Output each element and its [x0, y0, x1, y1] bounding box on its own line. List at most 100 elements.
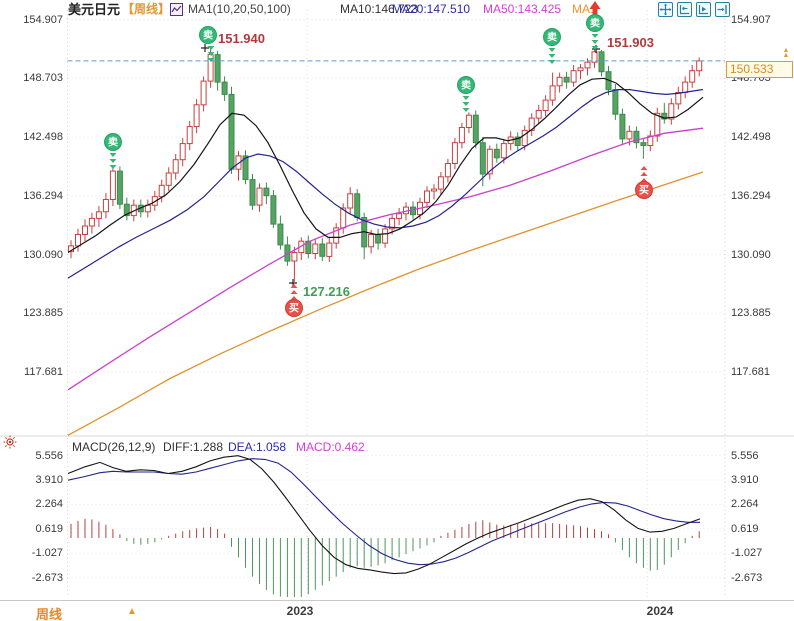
candle-body	[291, 252, 298, 262]
buy-arrow-icon	[290, 290, 298, 294]
sell-arrow-icon	[591, 34, 599, 38]
candle-body	[312, 243, 319, 254]
candle-body	[68, 245, 74, 253]
candle-body	[626, 130, 633, 140]
timeline-bar: 周线 ▲	[0, 600, 794, 621]
buy-arrow-icon	[640, 166, 648, 170]
candle-body	[458, 127, 465, 144]
buy-marker	[635, 181, 653, 199]
candle-body	[612, 89, 619, 115]
ma100-line	[67, 171, 704, 436]
candle-body	[375, 234, 382, 244]
axis-label: 130.090	[731, 248, 771, 261]
sell-arrow-icon	[548, 60, 556, 64]
candle-body	[451, 142, 458, 164]
period-up-arrow-icon[interactable]: ▲	[127, 606, 137, 617]
candle-body	[130, 204, 137, 217]
go-to-latest-icon[interactable]	[715, 2, 730, 17]
candle-body	[228, 93, 235, 170]
candle-body	[486, 148, 493, 175]
diff-line	[67, 455, 701, 575]
axis-play-icon[interactable]	[696, 2, 711, 17]
candle-body	[521, 129, 528, 147]
indicator-settings-icon[interactable]	[3, 435, 17, 449]
axis-range-icon[interactable]	[677, 2, 692, 17]
candle-body	[654, 112, 661, 137]
candle-body	[437, 176, 444, 190]
macd-formula: MACD(26,12,9)	[72, 440, 156, 454]
period-selector[interactable]: 周线	[36, 607, 63, 621]
candle-body	[633, 130, 640, 144]
pan-icon[interactable]	[658, 2, 673, 17]
candle-body	[88, 217, 95, 227]
candle-body	[242, 155, 249, 181]
candle-body	[382, 228, 389, 244]
period-tag: 【周线】	[122, 2, 171, 16]
macd-diff-value: DIFF:1.288	[163, 440, 224, 454]
sell-marker	[543, 28, 561, 46]
candle-body	[214, 54, 221, 83]
candle-body	[109, 170, 116, 201]
candle-body	[507, 136, 514, 145]
buy-arrow-icon	[640, 178, 648, 182]
symbol-title: 美元日元	[68, 2, 121, 17]
sell-marker	[586, 14, 604, 32]
candle-body	[172, 159, 179, 174]
axis-label: 2.264	[35, 498, 63, 511]
candle-body	[661, 112, 668, 120]
axis-label: 117.681	[731, 366, 770, 378]
candle-body	[249, 179, 256, 206]
sell-arrow-icon	[591, 40, 599, 44]
candle-body	[549, 85, 556, 101]
candle-body	[102, 199, 109, 213]
candle-body	[535, 110, 542, 119]
candle-body	[116, 170, 123, 205]
candle-body	[556, 76, 563, 87]
axis-label: -1.027	[31, 547, 63, 560]
candle-body	[696, 60, 703, 72]
sell-arrow-icon	[109, 165, 117, 169]
ma-settings-label: MA1(10,20,50,100)	[188, 2, 291, 16]
candle-body	[403, 206, 409, 215]
axis-label: 154.907	[731, 13, 771, 26]
axis-label: 136.294	[23, 189, 63, 202]
axis-label: 148.703	[23, 72, 63, 85]
buy-marker-glyph: 买	[289, 303, 299, 315]
candle-body	[165, 172, 172, 186]
candle-body	[200, 80, 207, 106]
candle-body	[584, 61, 591, 69]
sell-arrow-icon	[548, 48, 556, 52]
signal-price-label: 151.903	[607, 35, 654, 50]
candle-body	[591, 51, 598, 63]
axis-label: -2.673	[31, 571, 63, 584]
sell-marker	[457, 76, 475, 94]
sell-marker	[199, 26, 217, 44]
candle-body	[668, 103, 675, 120]
axis-label: 0.619	[35, 522, 63, 535]
candle-body	[186, 126, 193, 145]
sell-marker-glyph: 卖	[203, 29, 213, 42]
candle-body	[465, 114, 472, 128]
candle-body	[340, 207, 347, 229]
candle-body	[151, 196, 158, 206]
sell-arrow-icon	[462, 108, 470, 112]
candle-body	[647, 135, 654, 146]
axis-label: 3.910	[731, 474, 759, 486]
ma100-value-truncated: MA1	[572, 2, 597, 16]
candle-body	[123, 203, 130, 217]
axis-label: 5.556	[731, 449, 759, 462]
candle-body	[577, 67, 584, 72]
candle-body	[598, 51, 605, 73]
sell-arrow-icon	[207, 46, 215, 50]
scroll-up-icon[interactable]: ▲ ▲	[782, 47, 790, 59]
candle-body	[424, 190, 430, 203]
candle-body	[144, 204, 151, 213]
candle-body	[410, 206, 416, 216]
candle-body	[444, 163, 451, 178]
candle-body	[493, 148, 500, 159]
macd-pane	[70, 518, 700, 597]
axis-label: 5.556	[35, 449, 63, 462]
candle-body	[542, 99, 549, 111]
